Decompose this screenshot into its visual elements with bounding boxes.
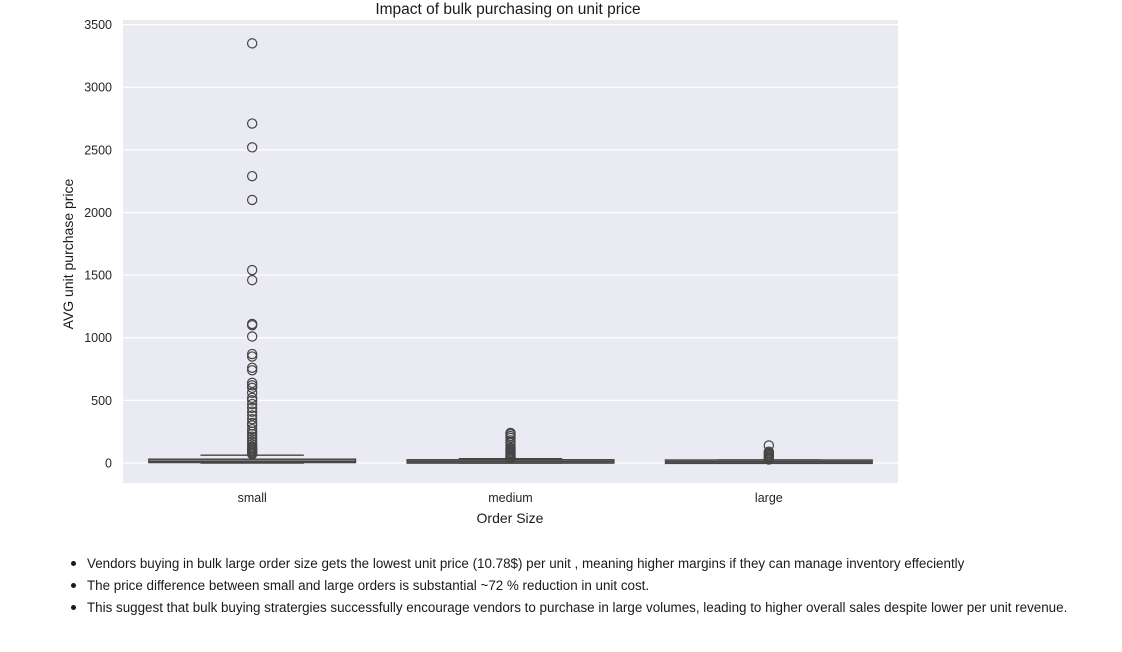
outlier-point	[246, 118, 258, 129]
box-large	[664, 440, 873, 465]
y-tick-label: 2500	[84, 143, 112, 157]
y-tick-label: 0	[105, 457, 112, 471]
outlier-point	[246, 264, 258, 276]
y-tick-label: 1500	[84, 269, 112, 283]
y-tick-label: 3000	[84, 81, 112, 95]
outlier-point	[246, 423, 258, 435]
outlier-point	[246, 38, 258, 49]
outlier-point	[246, 142, 258, 153]
y-tick-label: 500	[91, 394, 112, 408]
y-tick-label: 3500	[84, 18, 112, 32]
outlier-point	[763, 454, 775, 465]
outlier-point	[246, 170, 258, 182]
y-tick-label: 1000	[84, 331, 112, 345]
outlier-point	[246, 406, 258, 417]
outlier-point	[246, 410, 258, 421]
note-item: Vendors buying in bulk large order size …	[70, 553, 1067, 575]
outlier-point	[246, 392, 258, 404]
outlier-point	[246, 348, 258, 360]
x-axis-label: Order Size	[477, 510, 544, 526]
outlier-point	[246, 428, 258, 440]
box-medium	[406, 427, 615, 464]
chart-title: Impact of bulk purchasing on unit price	[375, 1, 640, 18]
outlier-point	[246, 380, 258, 391]
note-item: The price difference between small and l…	[70, 575, 1067, 597]
box-small	[148, 38, 357, 464]
notes-list: Vendors buying in bulk large order size …	[44, 553, 1067, 619]
plot-area	[123, 20, 898, 483]
outlier-point	[246, 382, 258, 394]
outlier-point	[246, 362, 258, 374]
y-tick-label: 2000	[84, 206, 112, 220]
outlier-point	[246, 320, 258, 331]
outlier-point	[246, 431, 258, 442]
outlier-point	[505, 452, 516, 464]
outlier-point	[246, 395, 258, 406]
outlier-point	[246, 331, 258, 342]
outlier-point	[246, 413, 258, 425]
outlier-point	[246, 402, 258, 414]
outlier-point	[246, 274, 258, 286]
y-axis-label: AVG unit purchase price	[60, 178, 76, 329]
outlier-point	[246, 365, 258, 376]
outlier-point	[246, 426, 258, 437]
outlier-point	[246, 398, 258, 410]
outlier-point	[246, 449, 258, 460]
outlier-point	[505, 432, 516, 444]
x-tick-label: small	[238, 491, 267, 505]
outlier-point	[246, 194, 258, 206]
box-plot-chart: 0 500 1000 1500 2000 2500 3000 3500 small medium…	[60, 1, 898, 526]
outlier-point	[246, 377, 258, 389]
outlier-point	[246, 351, 258, 362]
x-tick-label: large	[755, 491, 783, 505]
note-item: This suggest that bulk buying stratergie…	[70, 597, 1067, 619]
outlier-point	[246, 387, 258, 399]
x-tick-label: medium	[488, 491, 532, 505]
